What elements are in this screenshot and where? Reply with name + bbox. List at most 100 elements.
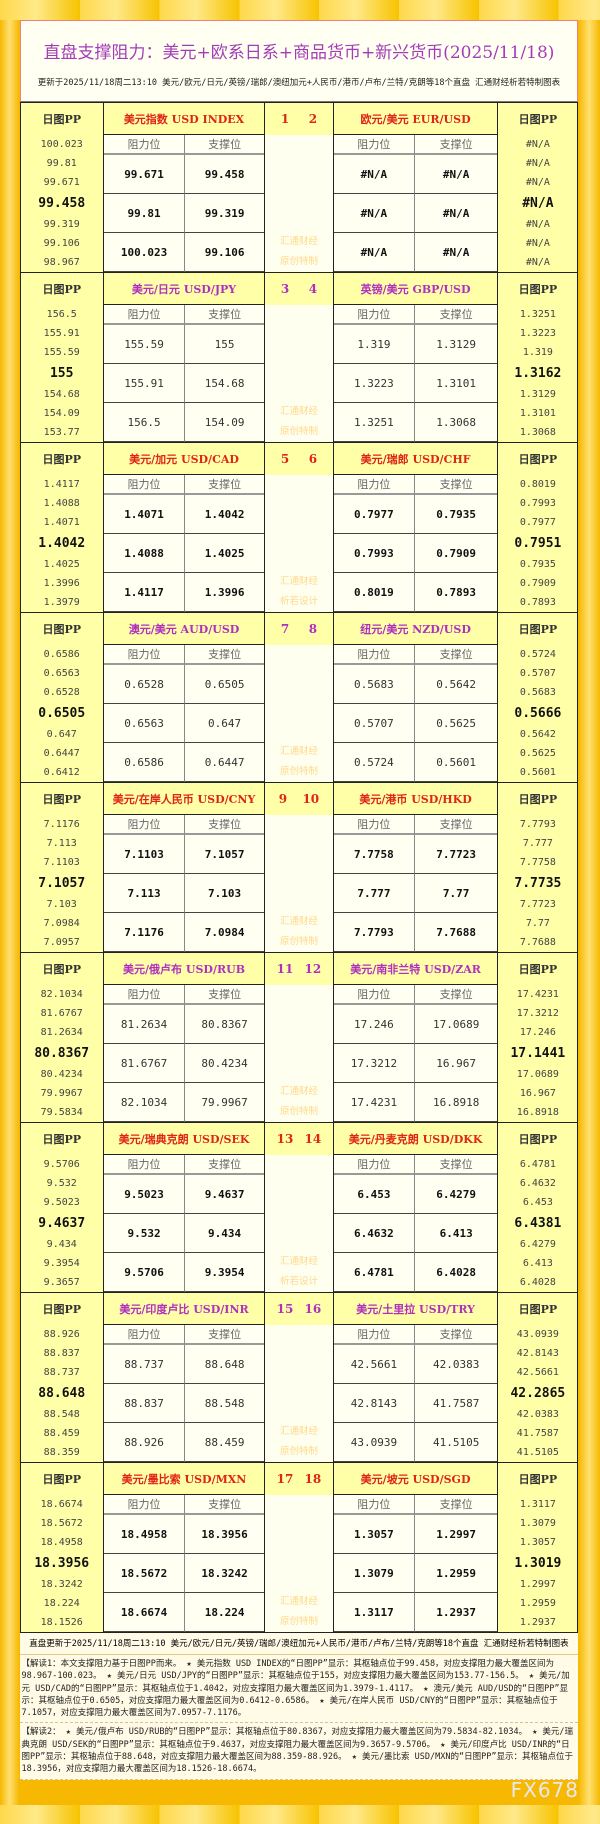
resistance-header: 阻力位 bbox=[333, 305, 416, 325]
pp-value: 1.4117 bbox=[43, 479, 80, 490]
pp-value: 1.3057 bbox=[519, 1537, 556, 1548]
pair-number: 8 bbox=[308, 622, 318, 636]
support-header: 支撑位 bbox=[415, 1325, 498, 1345]
pair-block: 日图PP 美元/俄卢布 USD/RUB 11 12 美元/南非兰特 USD/ZA… bbox=[19, 952, 579, 1122]
resistance-header: 阻力位 bbox=[103, 1495, 186, 1515]
pp-value: 88.548 bbox=[43, 1409, 80, 1420]
resistance-value: 1.3057 bbox=[333, 1515, 416, 1554]
support-value: 79.9967 bbox=[185, 1083, 265, 1122]
pp-value: 6.4028 bbox=[519, 1277, 556, 1288]
pair-numbers: 15 16 bbox=[264, 1293, 334, 1325]
pp-value: 18.5672 bbox=[40, 1518, 83, 1529]
pp-value: 42.2865 bbox=[510, 1386, 566, 1401]
pp-value: 0.7935 bbox=[519, 559, 556, 570]
pp-value: 7.1103 bbox=[43, 857, 80, 868]
document: 直盘支撑阻力：美元+欧系日系+商品货币+新兴货币(2025/11/18) 更新于… bbox=[19, 20, 579, 1780]
support-value: 154.68 bbox=[185, 364, 265, 403]
support-value: 7.7723 bbox=[415, 835, 498, 874]
pp-header: 日图PP bbox=[497, 103, 578, 135]
support-header: 支撑位 bbox=[415, 305, 498, 325]
watermark-line: 原创特制 bbox=[279, 1446, 318, 1457]
pp-value: 18.4958 bbox=[40, 1537, 83, 1548]
left-pair-name: 美元/加元 USD/CAD bbox=[103, 443, 265, 475]
support-value: 16.8918 bbox=[415, 1083, 498, 1122]
pp-value: #N/A bbox=[522, 196, 554, 211]
pp-value: #N/A bbox=[525, 257, 550, 268]
resistance-header: 阻力位 bbox=[333, 135, 416, 155]
pp-value: #N/A bbox=[525, 177, 550, 188]
watermark-line: 原创特制 bbox=[279, 1106, 318, 1117]
pp-header: 日图PP bbox=[20, 783, 104, 815]
pp-header: 日图PP bbox=[497, 273, 578, 305]
support-value: 88.459 bbox=[185, 1423, 265, 1462]
pp-value: 17.1441 bbox=[510, 1046, 566, 1061]
resistance-header: 阻力位 bbox=[103, 475, 186, 495]
pp-value: 0.7951 bbox=[514, 536, 562, 551]
support-value: 0.6447 bbox=[185, 743, 265, 782]
resistance-value: 9.5706 bbox=[103, 1253, 186, 1292]
left-pair-name: 美元/在岸人民币 USD/CNY bbox=[103, 783, 265, 815]
pp-value: 82.1034 bbox=[40, 989, 83, 1000]
support-value: 99.458 bbox=[185, 155, 265, 194]
pp-value: 88.648 bbox=[38, 1386, 86, 1401]
pp-value: 99.671 bbox=[43, 177, 80, 188]
pp-value: #N/A bbox=[525, 238, 550, 249]
support-header: 支撑位 bbox=[185, 645, 265, 665]
resistance-value: 42.5661 bbox=[333, 1345, 416, 1384]
right-pair-name: 美元/港币 USD/HKD bbox=[333, 783, 498, 815]
support-header: 支撑位 bbox=[185, 135, 265, 155]
interpretation-2: 【解读2： ★ 美元/俄卢布 USD/RUB的“日图PP”显示：其枢轴点位于80… bbox=[19, 1723, 579, 1780]
pair-number: 7 bbox=[280, 622, 290, 636]
pp-value: 6.453 bbox=[522, 1197, 553, 1208]
pp-value: 42.0383 bbox=[516, 1409, 559, 1420]
watermark-line: 汇通财经 bbox=[279, 236, 318, 247]
bottom-gold-border bbox=[0, 1805, 600, 1824]
resistance-value: 6.4632 bbox=[333, 1214, 416, 1253]
pp-value: 9.532 bbox=[46, 1178, 77, 1189]
right-pp-list: 0.8019 0.7993 0.7977 0.7951 0.7935 0.7909 0.78… bbox=[497, 475, 578, 612]
pp-value: 42.8143 bbox=[516, 1348, 559, 1359]
pp-value: 16.967 bbox=[519, 1088, 556, 1099]
pp-value: 18.3242 bbox=[40, 1579, 83, 1590]
resistance-value: 88.926 bbox=[103, 1423, 186, 1462]
pp-value: 1.3079 bbox=[519, 1518, 556, 1529]
pp-value: 0.5707 bbox=[519, 668, 556, 679]
watermark-line: 原创特制 bbox=[279, 1616, 318, 1627]
watermark-line: 汇通财经 bbox=[279, 1426, 318, 1437]
pp-value: 0.8019 bbox=[519, 479, 556, 490]
watermark-line: 汇通财经 bbox=[279, 1086, 318, 1097]
pair-number: 15 bbox=[276, 1302, 294, 1316]
support-value: 1.4042 bbox=[185, 495, 265, 534]
pp-value: 88.359 bbox=[43, 1447, 80, 1458]
pp-value: 88.737 bbox=[43, 1367, 80, 1378]
watermark-line: 析若设计 bbox=[279, 596, 318, 607]
resistance-value: #N/A bbox=[333, 155, 416, 194]
right-pair-name: 英镑/美元 GBP/USD bbox=[333, 273, 498, 305]
pp-value: 0.5683 bbox=[519, 687, 556, 698]
pp-value: 88.837 bbox=[43, 1348, 80, 1359]
pp-value: 99.106 bbox=[43, 238, 80, 249]
pp-value: 1.3117 bbox=[519, 1499, 556, 1510]
pp-value: 81.6767 bbox=[40, 1008, 83, 1019]
pp-value: 9.3657 bbox=[43, 1277, 80, 1288]
pp-value: 9.5706 bbox=[43, 1159, 80, 1170]
pp-value: 99.319 bbox=[43, 219, 80, 230]
pair-number: 11 bbox=[276, 962, 294, 976]
fx678-watermark: FX678 bbox=[510, 1778, 579, 1802]
support-value: 154.09 bbox=[185, 403, 265, 442]
pp-value: 98.967 bbox=[43, 257, 80, 268]
pp-value: 0.5642 bbox=[519, 729, 556, 740]
pp-value: 1.3996 bbox=[43, 578, 80, 589]
pp-value: 7.1057 bbox=[38, 876, 86, 891]
pp-value: 41.7587 bbox=[516, 1428, 559, 1439]
support-value: 41.7587 bbox=[415, 1384, 498, 1423]
right-pair-name: 纽元/美元 NZD/USD bbox=[333, 613, 498, 645]
pp-value: 9.4637 bbox=[38, 1216, 86, 1231]
pp-value: 7.7735 bbox=[514, 876, 562, 891]
resistance-value: 82.1034 bbox=[103, 1083, 186, 1122]
pivot-tables: 日图PP 美元指数 USD INDEX 1 2 欧元/美元 EUR/USD 日图… bbox=[19, 102, 579, 1632]
pp-header: 日图PP bbox=[497, 953, 578, 985]
right-pp-list: 1.3251 1.3223 1.319 1.3162 1.3129 1.3101 1.306… bbox=[497, 305, 578, 442]
watermark-line: 原创特制 bbox=[279, 426, 318, 437]
pair-number: 6 bbox=[308, 452, 318, 466]
